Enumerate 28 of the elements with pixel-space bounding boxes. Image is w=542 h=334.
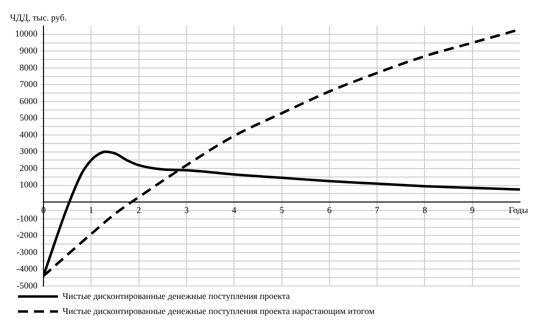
x-tick-label: 6 bbox=[327, 204, 332, 215]
x-tick-label: 1 bbox=[88, 204, 94, 215]
y-tick-label: 4000 bbox=[20, 129, 38, 140]
y-tick-label: 10000 bbox=[15, 28, 38, 39]
x-tick-label: 7 bbox=[374, 204, 380, 215]
y-tick-label: 9000 bbox=[20, 46, 38, 56]
y-tick-label: 3000 bbox=[20, 146, 38, 156]
x-tick-label: 5 bbox=[280, 204, 284, 215]
y-tick-label: -4000 bbox=[16, 264, 38, 274]
y-tick-label: 7000 bbox=[20, 79, 38, 90]
y-axis-title: ЧДД, тыс. руб. bbox=[10, 12, 67, 22]
x-tick-label: 3 bbox=[184, 204, 190, 215]
legend-label: Чистые дисконтированные денежные поступления проекта нарастающим итогом bbox=[62, 306, 375, 316]
y-tick-label: -2000 bbox=[16, 230, 38, 240]
y-tick-label: -3000 bbox=[16, 246, 38, 257]
y-tick-label: 8000 bbox=[20, 62, 38, 72]
y-tick-label: -5000 bbox=[16, 280, 38, 290]
x-tick-label: 9 bbox=[470, 204, 476, 215]
y-tick-label: 6000 bbox=[20, 96, 38, 106]
x-tick-label: 4 bbox=[232, 204, 237, 215]
legend-label: Чистые дисконтированные денежные поступления проекта bbox=[62, 290, 290, 301]
y-tick-label: -1000 bbox=[16, 213, 38, 224]
x-tick-label: 8 bbox=[422, 204, 428, 215]
x-axis-title: Годы bbox=[508, 204, 528, 215]
y-tick-label: 1000 bbox=[20, 180, 38, 190]
y-tick-label: 5000 bbox=[20, 112, 38, 123]
x-tick-label: 2 bbox=[136, 204, 142, 215]
y-tick-label: 2000 bbox=[20, 162, 38, 173]
